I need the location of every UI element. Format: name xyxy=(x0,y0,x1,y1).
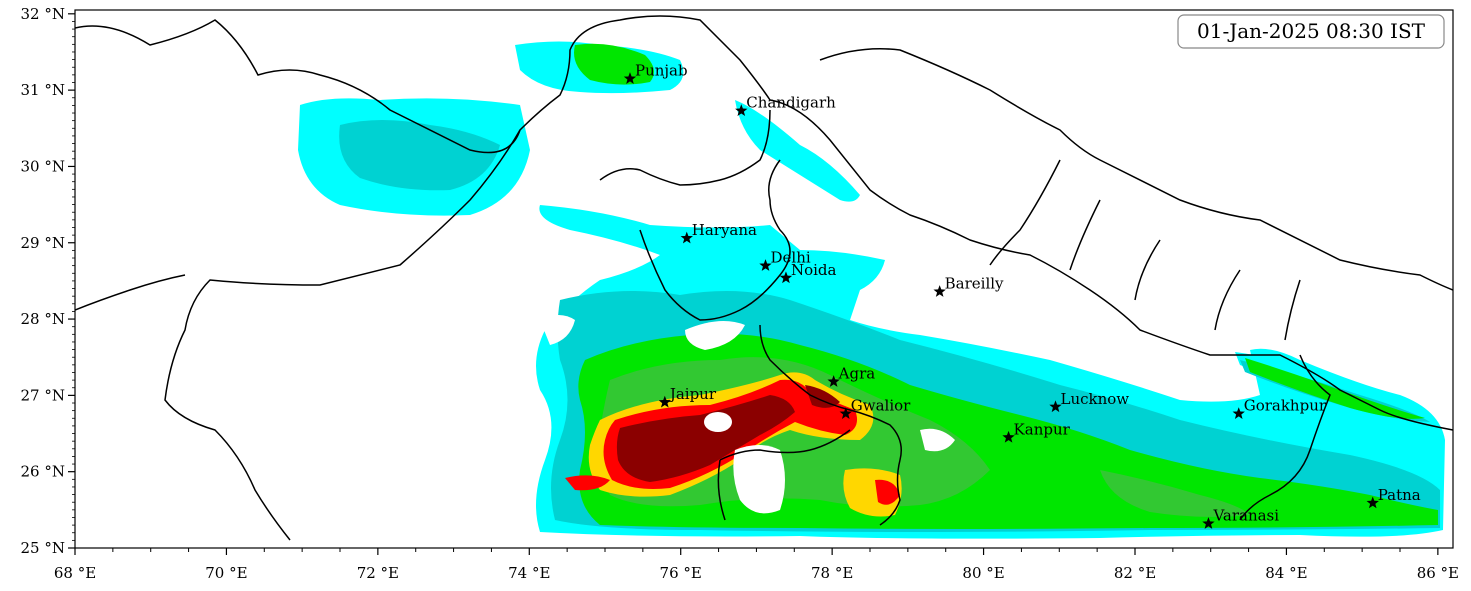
city-label: Gwalior xyxy=(851,397,911,415)
city-marker-gorakhpur: Gorakhpur xyxy=(1232,397,1327,419)
x-tick-label: 70 °E xyxy=(205,564,247,582)
y-tick-label: 28 °N xyxy=(21,310,65,328)
city-label: Patna xyxy=(1378,486,1421,504)
y-tick-label: 32 °N xyxy=(21,5,65,23)
y-tick-label: 25 °N xyxy=(21,539,65,557)
star-icon xyxy=(759,259,772,271)
star-icon xyxy=(623,72,637,84)
star-icon xyxy=(735,104,748,116)
timestamp-label: 01-Jan-2025 08:30 IST xyxy=(1197,19,1426,43)
city-marker-bareilly: Bareilly xyxy=(933,275,1004,297)
city-label: Agra xyxy=(838,365,876,383)
star-icon xyxy=(658,395,671,408)
x-tick-label: 80 °E xyxy=(962,564,1004,582)
city-marker-varanasi: Varanasi xyxy=(1202,507,1279,529)
x-tick-label: 78 °E xyxy=(811,564,853,582)
city-label: Lucknow xyxy=(1061,390,1130,408)
y-tick-label: 26 °N xyxy=(21,463,65,481)
star-icon xyxy=(779,271,793,284)
city-marker-punjab: Punjab xyxy=(623,62,688,84)
y-tick-label: 31 °N xyxy=(21,81,65,99)
city-label: Gorakhpur xyxy=(1244,397,1327,415)
x-tick-label: 76 °E xyxy=(660,564,702,582)
city-label: Kanpur xyxy=(1014,420,1071,438)
star-icon xyxy=(680,231,693,244)
y-tick-label: 29 °N xyxy=(21,234,65,252)
city-marker-chandigarh: Chandigarh xyxy=(735,94,836,116)
x-tick-label: 82 °E xyxy=(1114,564,1156,582)
city-label: Delhi xyxy=(771,249,811,267)
star-icon xyxy=(827,375,840,387)
clear-areas xyxy=(540,315,955,514)
star-icon xyxy=(1002,430,1015,443)
star-icon xyxy=(839,407,852,419)
y-tick-label: 27 °N xyxy=(21,386,65,404)
y-tick-label: 30 °N xyxy=(21,157,65,175)
city-label: Chandigarh xyxy=(746,94,836,112)
fog-layer-level-7 xyxy=(616,385,840,482)
timestamp-box: 01-Jan-2025 08:30 IST xyxy=(1177,14,1445,49)
boundaries xyxy=(75,15,1453,541)
star-icon xyxy=(1366,496,1379,509)
star-icon xyxy=(933,285,946,297)
city-marker-jaipur: Jaipur xyxy=(658,385,717,408)
x-tick-label: 74 °E xyxy=(508,564,550,582)
star-icon xyxy=(1049,400,1062,413)
city-marker-patna: Patna xyxy=(1366,486,1421,509)
city-marker-gwalior: Gwalior xyxy=(839,397,911,419)
city-marker-delhi: Delhi xyxy=(759,249,811,271)
city-label: Noida xyxy=(791,261,837,279)
city-marker-haryana: Haryana xyxy=(680,221,757,244)
city-label: Varanasi xyxy=(1212,507,1279,525)
x-tick-label: 84 °E xyxy=(1265,564,1307,582)
star-icon xyxy=(1202,517,1215,529)
city-label: Bareilly xyxy=(945,275,1004,293)
x-tick-label: 86 °E xyxy=(1417,564,1459,582)
city-label: Jaipur xyxy=(668,385,717,403)
city-marker-noida: Noida xyxy=(779,261,837,284)
star-icon xyxy=(1232,407,1245,419)
x-tick-label: 72 °E xyxy=(357,564,399,582)
x-tick-label: 68 °E xyxy=(54,564,96,582)
city-marker-lucknow: Lucknow xyxy=(1049,390,1130,413)
city-marker-agra: Agra xyxy=(827,365,875,387)
plot-frame xyxy=(74,9,1454,549)
city-marker-kanpur: Kanpur xyxy=(1002,420,1071,443)
city-label: Punjab xyxy=(635,62,688,80)
city-label: Haryana xyxy=(692,221,757,239)
